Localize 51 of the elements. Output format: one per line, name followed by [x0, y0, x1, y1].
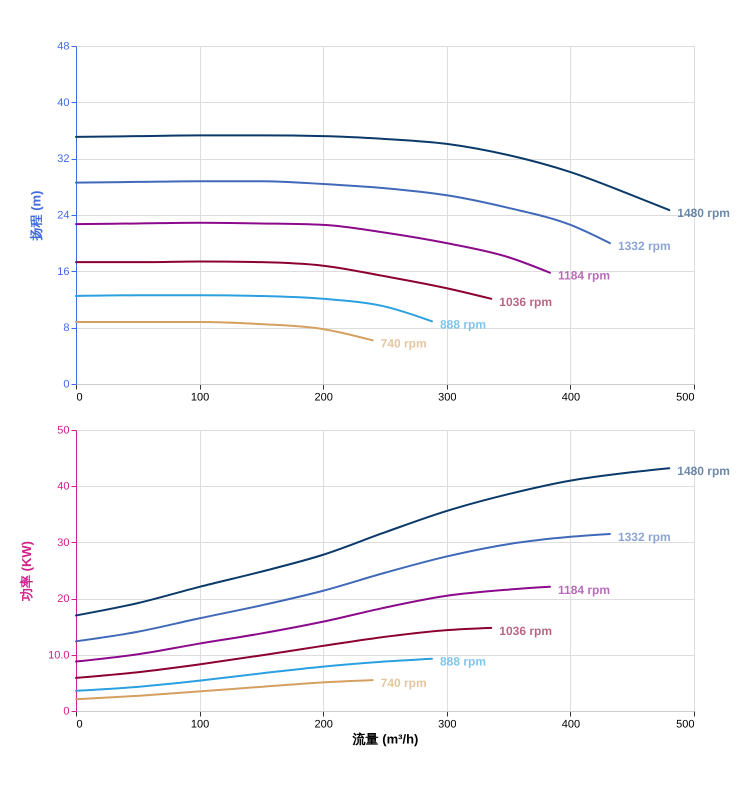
y-tick-label: 8 — [63, 322, 70, 334]
line-series — [75, 658, 433, 692]
y-tick-label: 24 — [57, 210, 70, 222]
x-tick-label: 500 — [676, 718, 694, 730]
series-label: 888 rpm — [440, 317, 486, 332]
y-tick-label: 0 — [63, 378, 70, 390]
x-tick-label: 300 — [438, 718, 456, 730]
x-tick-label: 400 — [562, 392, 580, 404]
line-series — [75, 679, 374, 700]
line-series — [75, 467, 670, 616]
series-label: 1184 rpm — [558, 582, 610, 597]
x-tick-label: 500 — [676, 392, 694, 404]
y-tick-label: 40 — [57, 96, 70, 109]
line-series — [75, 321, 374, 342]
x-tick-label: 0 — [76, 392, 83, 404]
y-tick-label: 0 — [63, 706, 70, 718]
series-label: 1184 rpm — [558, 268, 610, 283]
x-tick-label: 400 — [562, 718, 580, 730]
series-label: 888 rpm — [440, 654, 486, 669]
y-tick-label: 40 — [57, 480, 70, 493]
series-label: 1480 rpm — [677, 464, 730, 478]
series-label: 740 rpm — [380, 676, 427, 690]
y-tick-label: 16 — [57, 266, 70, 278]
series-label: 1036 rpm — [499, 624, 552, 638]
y-tick-label: 48 — [57, 40, 70, 52]
line-series — [75, 180, 611, 244]
x-axis-title: 流量 (m³/h) — [352, 732, 418, 746]
line-series — [75, 260, 492, 300]
y-tick-label: 10.0 — [48, 649, 70, 662]
line-series — [75, 626, 492, 679]
y-tick-label: 50 — [57, 424, 70, 436]
x-tick-label: 300 — [438, 392, 456, 404]
line-series — [75, 222, 552, 274]
series-label: 1332 rpm — [618, 530, 671, 544]
x-tick-label: 100 — [190, 392, 210, 404]
y-axis-title: 扬程 (m) — [28, 190, 44, 242]
y-tick-label: 32 — [57, 153, 70, 166]
x-tick-label: 100 — [190, 718, 210, 730]
y-axis-title: 功率 (KW) — [19, 541, 34, 602]
series-label: 1480 rpm — [677, 206, 730, 220]
series-label: 740 rpm — [380, 336, 427, 350]
series-label: 1332 rpm — [618, 239, 671, 254]
line-series — [75, 134, 670, 212]
x-tick-label: 200 — [314, 392, 333, 404]
y-tick-label: 30 — [57, 536, 70, 549]
x-tick-label: 200 — [314, 718, 333, 730]
line-series — [75, 532, 611, 642]
y-tick-label: 20 — [57, 593, 70, 606]
line-series — [75, 294, 433, 322]
x-tick-label: 0 — [76, 718, 83, 730]
series-label: 1036 rpm — [499, 294, 552, 309]
